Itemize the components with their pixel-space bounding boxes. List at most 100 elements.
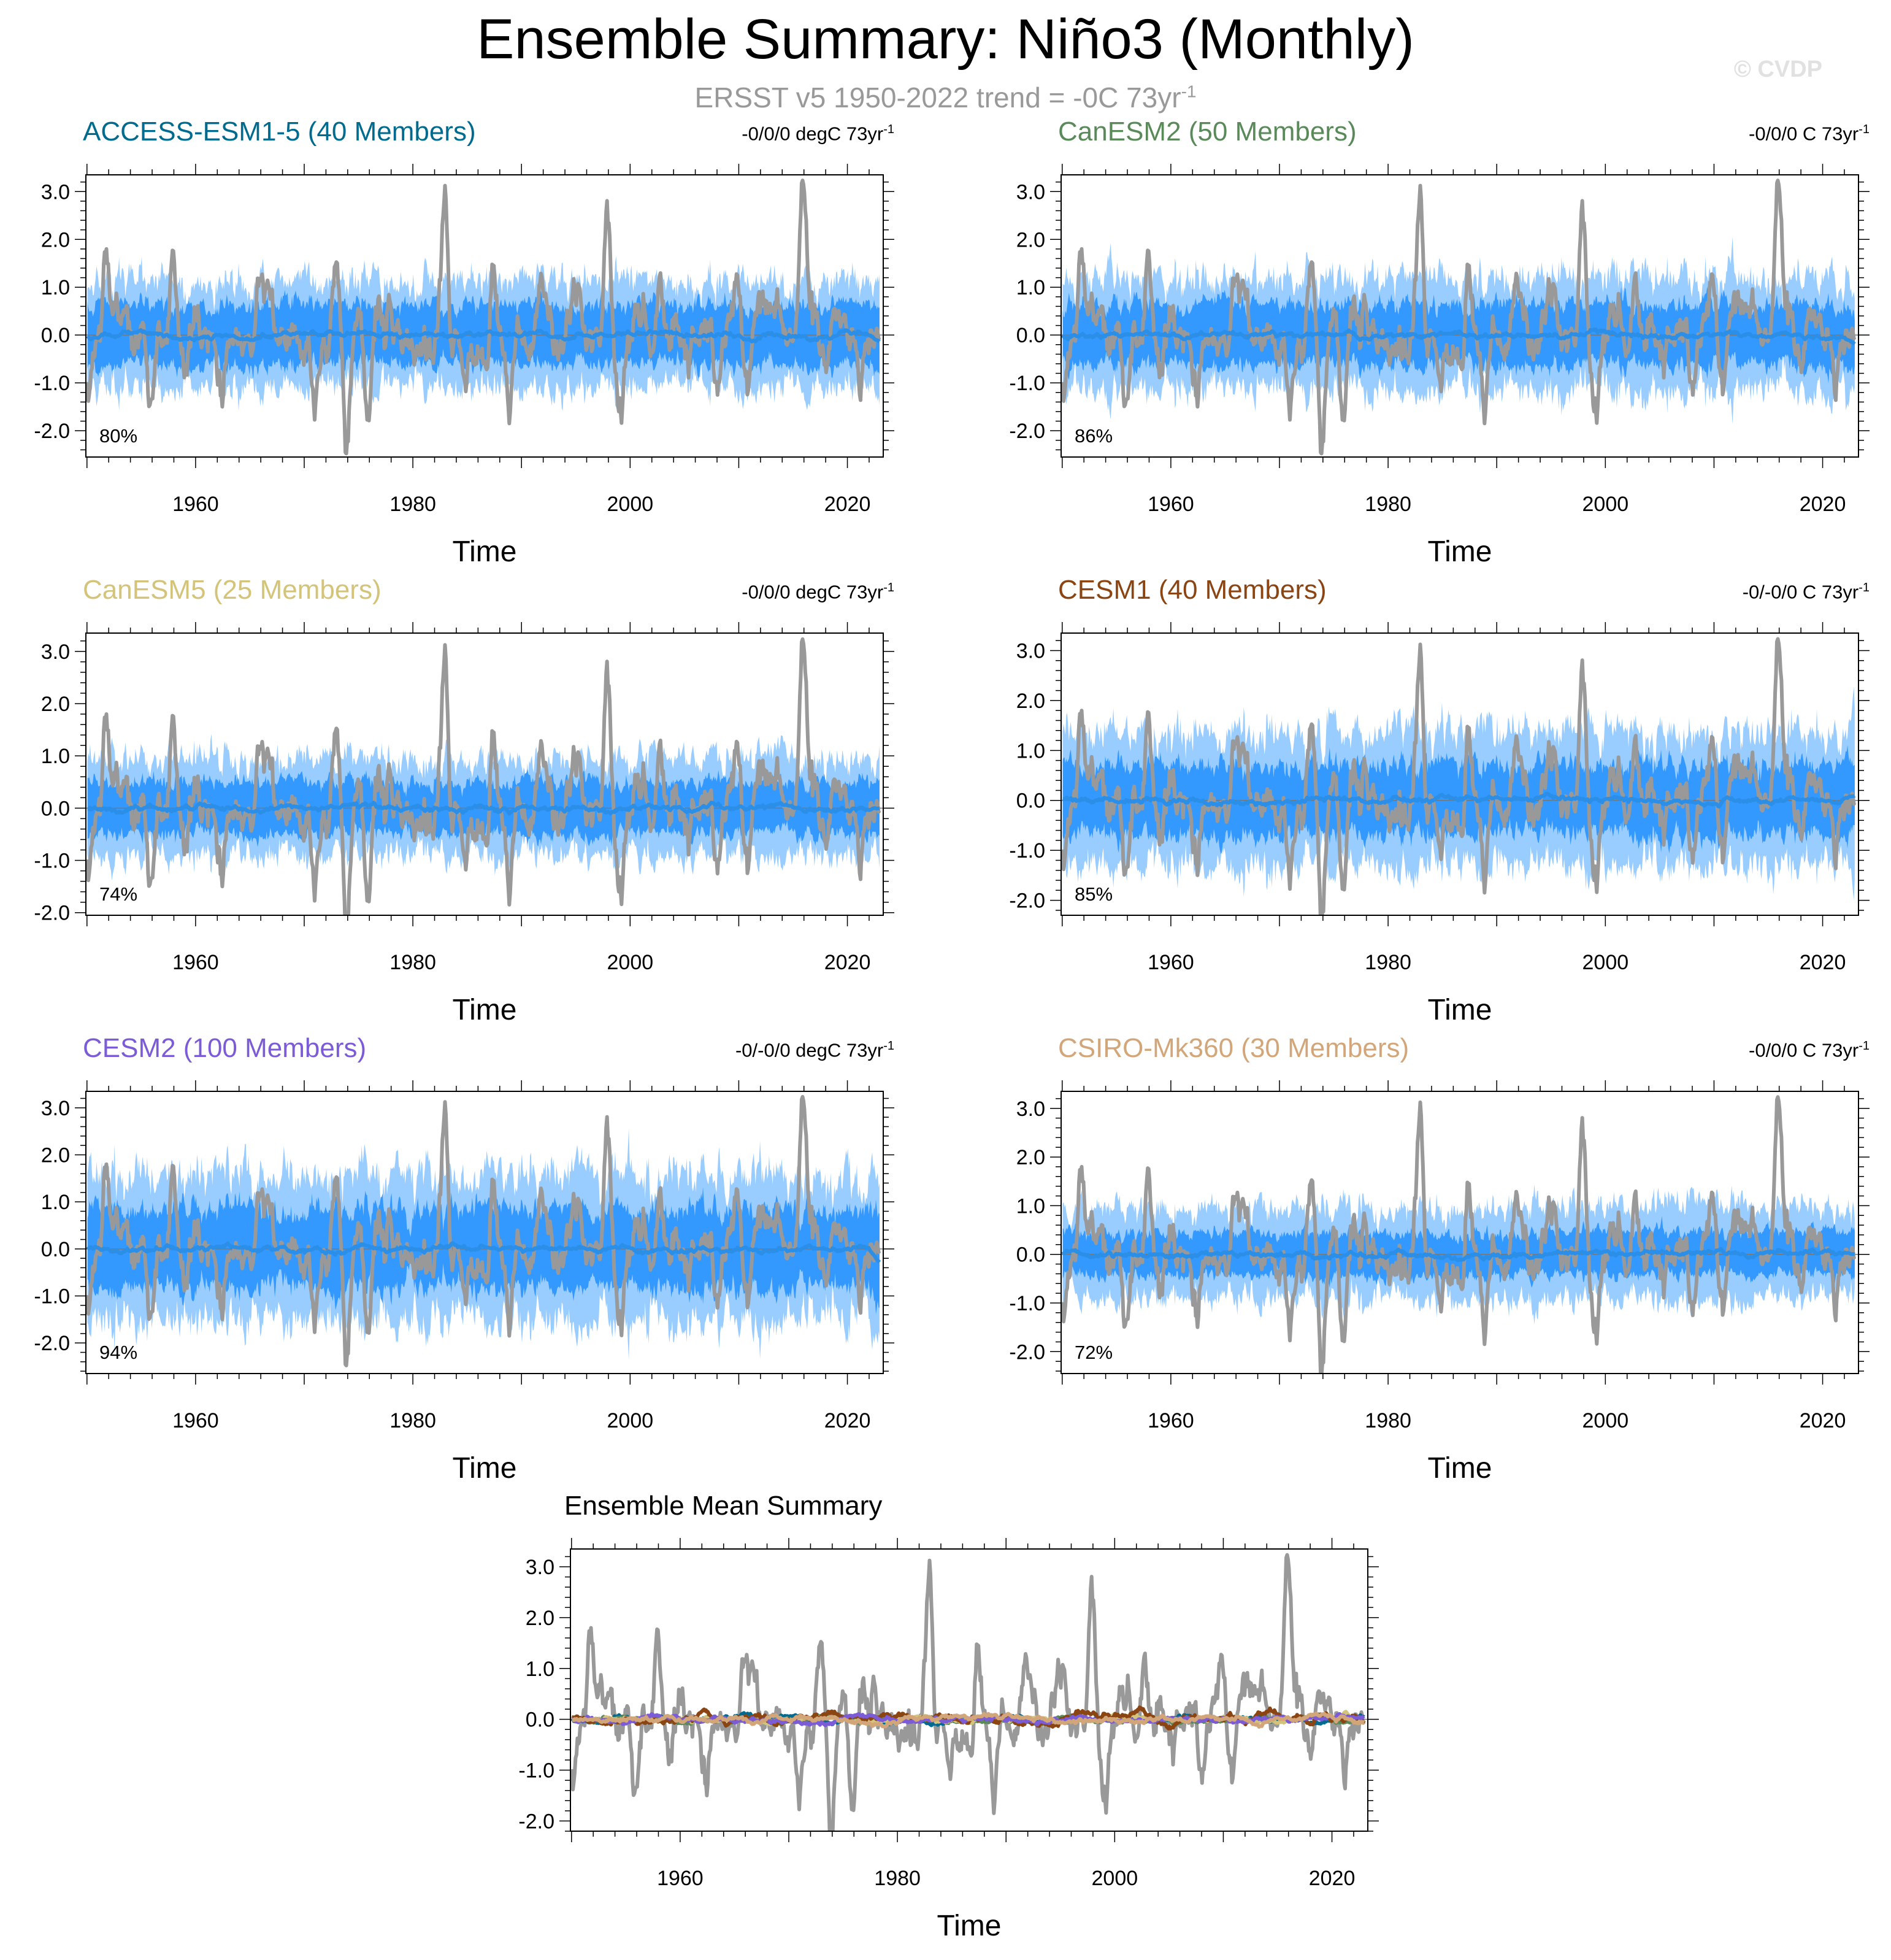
y-tick-label: 1.0: [1016, 276, 1045, 299]
plot-area: [86, 637, 883, 915]
trend-label: -0/0/0 degC 73yr-1: [742, 123, 894, 145]
y-tick-label: 3.0: [526, 1556, 554, 1579]
trend-label: -0/0/0 degC 73yr-1: [742, 581, 894, 603]
plot-frame: [1061, 1091, 1859, 1374]
chart-panel-6: CSIRO-Mk360 (30 Members) -0/0/0 C 73yr-1-…: [1009, 1033, 1883, 1485]
y-tick-label: 0.0: [1016, 790, 1045, 813]
y-tick-label: 0.0: [1016, 1243, 1045, 1267]
y-tick-label: 1.0: [1016, 739, 1045, 763]
chart-svg: -2.0 -1.0 0.0 1.0 2.0 3.0 1960 1980 2000 2020 Time: [518, 1538, 1379, 1942]
trend-text: -0/-0/0 degC 73yr: [735, 1039, 884, 1061]
x-tick-label: 1960: [1148, 951, 1194, 974]
y-tick-label: 0.0: [41, 1238, 70, 1261]
y-tick-label: 0.0: [41, 797, 70, 820]
percent-label: 94%: [99, 1342, 137, 1363]
x-tick-label: 2020: [1800, 1409, 1846, 1432]
y-tick-label: 0.0: [1016, 324, 1045, 347]
x-tick-label: 2000: [607, 493, 654, 516]
y-tick-label: -1.0: [518, 1759, 554, 1783]
model-mean-line-csiro-mk360: [571, 1712, 1365, 1729]
y-tick-label: 2.0: [526, 1607, 554, 1630]
chart-svg: -2.0 -1.0 0.0 1.0 2.0 3.0 1960 1980 2000 2020 Time…: [1009, 622, 1870, 1026]
plot-area: [1061, 1095, 1858, 1374]
percent-label: 74%: [99, 883, 137, 905]
y-tick-label: 1.0: [41, 745, 70, 768]
chart-panel-5: CESM2 (100 Members) -0/-0/0 degC 73yr-1 -2…: [34, 1033, 908, 1485]
y-tick-label: -1.0: [34, 1285, 70, 1309]
y-tick-label: 0.0: [41, 324, 70, 347]
chart-panel-4: CESM1 (40 Members) -0/-0/0 C 73yr-1 -2.0 -1…: [1009, 575, 1883, 1026]
ensemble-mean-line: [86, 328, 881, 344]
x-axis-label: Time: [453, 1452, 517, 1485]
y-tick-label: 1.0: [1016, 1194, 1045, 1218]
trend-text: -0/-0/0 C 73yr: [1742, 581, 1859, 603]
x-tick-label: 2020: [1800, 493, 1846, 516]
x-tick-label: 1960: [172, 951, 219, 974]
y-tick-label: 1.0: [41, 1191, 70, 1214]
percent-label: 80%: [99, 425, 137, 447]
x-tick-label: 1980: [1365, 1409, 1411, 1432]
y-tick-label: -1.0: [1009, 372, 1045, 395]
cvdp-watermark: © CVDP: [1733, 56, 1822, 82]
obs-trend-text: ERSST v5 1950-2022 trend = -0C 73yr: [694, 82, 1181, 113]
x-axis-label: Time: [1428, 1452, 1492, 1485]
chart-title: CESM2 (100 Members): [83, 1033, 367, 1063]
x-axis-label: Time: [1428, 994, 1492, 1026]
x-tick-label: 2000: [607, 951, 654, 974]
x-tick-label: 2020: [1800, 951, 1846, 974]
x-tick-label: 1960: [657, 1867, 704, 1890]
y-tick-label: -1.0: [1009, 839, 1045, 863]
y-tick-label: 3.0: [41, 1097, 70, 1120]
x-axis-label: Time: [453, 994, 517, 1026]
ensemble-mean-line: [86, 801, 881, 816]
y-tick-label: -2.0: [1009, 1340, 1045, 1364]
plot-frame: [1061, 632, 1859, 916]
plot-frame: [85, 632, 884, 916]
y-tick-label: -2.0: [34, 902, 70, 925]
y-tick-label: -2.0: [1009, 890, 1045, 913]
chart-title: CESM1 (40 Members): [1058, 575, 1327, 605]
obs-line: [86, 637, 881, 915]
percent-label: 72%: [1075, 1342, 1113, 1363]
y-tick-label: -1.0: [34, 850, 70, 873]
y-tick-label: -2.0: [518, 1810, 554, 1833]
x-tick-label: 2000: [1582, 493, 1629, 516]
y-tick-label: 3.0: [1016, 639, 1045, 663]
y-tick-label: -2.0: [34, 1332, 70, 1355]
chart-svg: -2.0 -1.0 0.0 1.0 2.0 3.0 1960 1980 2000 2020 Time…: [1009, 164, 1870, 568]
x-axis-label: Time: [937, 1910, 1002, 1942]
plot-area: [86, 179, 883, 456]
y-tick-label: 2.0: [1016, 228, 1045, 252]
chart-title: CanESM5 (25 Members): [83, 575, 382, 605]
obs-line: [86, 179, 881, 456]
trend-superscript: -1: [1858, 581, 1870, 594]
y-tick-label: 1.0: [526, 1658, 554, 1681]
plot-frame: [85, 1091, 884, 1374]
y-tick-label: 2.0: [41, 228, 70, 252]
x-tick-label: 2000: [607, 1409, 654, 1432]
y-tick-label: 2.0: [41, 1144, 70, 1167]
trend-label: -0/0/0 C 73yr-1: [1749, 1039, 1870, 1061]
obs-trend-subtitle: ERSST v5 1950-2022 trend = -0C 73yr-1: [0, 81, 1891, 114]
y-tick-label: 0.0: [526, 1708, 554, 1732]
trend-superscript: -1: [1858, 123, 1870, 136]
x-tick-label: 2020: [824, 493, 871, 516]
obs-line: [570, 1553, 1366, 1831]
y-tick-label: -2.0: [1009, 420, 1045, 443]
x-tick-label: 1980: [389, 493, 436, 516]
x-tick-label: 2000: [1092, 1867, 1138, 1890]
chart-title: CSIRO-Mk360 (30 Members): [1058, 1033, 1410, 1063]
x-tick-label: 1980: [1365, 951, 1411, 974]
percent-label: 85%: [1075, 883, 1113, 905]
x-tick-label: 2020: [824, 1409, 871, 1432]
y-tick-label: -1.0: [34, 372, 70, 395]
chart-panel-1: ACCESS-ESM1-5 (40 Members) -0/0/0 degC 73…: [34, 117, 908, 568]
trend-text: -0/0/0 C 73yr: [1749, 1039, 1859, 1061]
chart-svg: -2.0 -1.0 0.0 1.0 2.0 3.0 1960 1980 2000 2020 Time…: [34, 164, 894, 568]
y-tick-label: 3.0: [41, 640, 70, 664]
ensemble-mean-line: [86, 1241, 881, 1264]
trend-label: -0/-0/0 degC 73yr-1: [735, 1039, 894, 1061]
x-tick-label: 2000: [1582, 1409, 1629, 1432]
trend-label: -0/0/0 C 73yr-1: [1749, 123, 1870, 145]
x-axis-label: Time: [453, 536, 517, 568]
